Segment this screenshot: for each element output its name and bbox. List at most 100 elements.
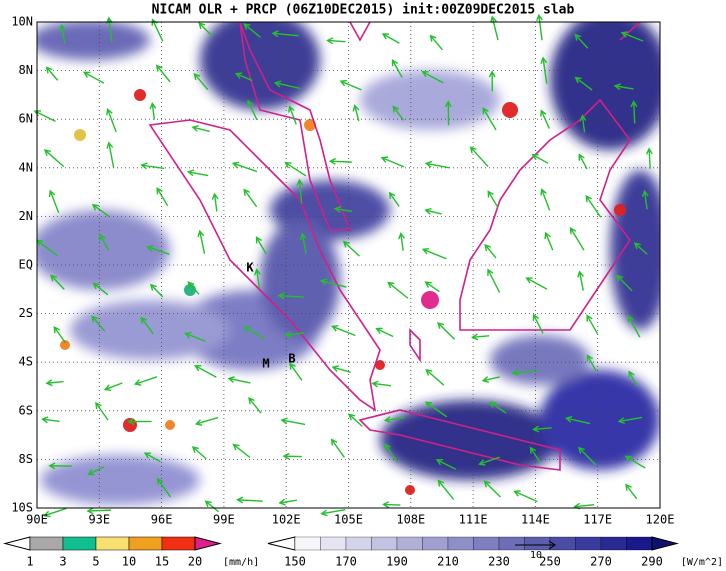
wind-arrow [384, 444, 399, 464]
wind-arrowhead [529, 446, 537, 454]
wind-arrow [272, 32, 299, 37]
lat-label: 8S [19, 452, 33, 466]
wind-arrow [92, 204, 110, 218]
wind-arrow [540, 110, 550, 129]
wind-arrowhead [204, 500, 212, 508]
wind-arrow [50, 275, 65, 290]
wind-arrowhead [155, 64, 163, 72]
wind-arrow [570, 227, 585, 251]
wind-arrow [192, 126, 210, 133]
wind-arrowhead [569, 226, 577, 235]
wind-arrow [472, 335, 490, 338]
colorbar-label: 20 [188, 555, 202, 569]
colorbar-label: 230 [488, 555, 510, 569]
wind-arrowhead [536, 13, 543, 22]
colorbar-segment [371, 536, 398, 551]
lon-label: 114E [521, 513, 550, 527]
colorbar-segment [128, 536, 163, 551]
lon-label: 90E [26, 513, 48, 527]
colorbar-segment [524, 536, 551, 551]
wind-arrow [482, 107, 497, 131]
wind-arrowhead [255, 236, 263, 244]
wind-arrow [156, 65, 171, 83]
wind-arrowhead [289, 362, 296, 370]
wind-arrowhead [197, 229, 205, 238]
wind-arrow [627, 315, 641, 338]
wind-arrowhead [227, 376, 235, 383]
wind-arrowhead [106, 141, 114, 149]
wind-arrowhead [282, 452, 290, 460]
wind-arrow [425, 369, 445, 386]
wind-arrowhead [574, 33, 582, 41]
wind-arrowhead [156, 187, 163, 195]
wind-arrow [400, 233, 404, 251]
colorbar-label: 10 [122, 555, 136, 569]
wind-arrowhead [391, 58, 399, 67]
wind-arrowhead [444, 100, 452, 108]
wind-arrowhead [429, 34, 437, 42]
wind-arrowhead [586, 314, 593, 322]
wind-arrow [586, 355, 597, 372]
reference-arrowhead [548, 540, 556, 550]
wind-arrowhead [53, 325, 61, 334]
wind-arrow [196, 416, 219, 425]
wind-arrow [376, 328, 394, 338]
wind-arrowhead [184, 332, 192, 339]
wind-arrow [574, 504, 595, 508]
wind-arrowhead [421, 247, 430, 255]
wind-arrowhead [616, 274, 624, 282]
colorbar-segment [294, 536, 321, 551]
wind-arrow [53, 326, 67, 344]
colorbar-segment [473, 536, 500, 551]
wind-arrowhead [191, 125, 199, 132]
wind-arrow [621, 32, 644, 42]
wind-arrowhead [641, 189, 649, 198]
wind-arrowhead [288, 105, 295, 113]
wind-arrowhead [531, 154, 539, 161]
lat-label: 10S [11, 501, 33, 515]
wind-arrowhead [193, 72, 201, 81]
wind-arrow [232, 162, 258, 173]
wind-arrowhead [469, 146, 477, 154]
wind-arrowhead [424, 160, 433, 168]
colorbar-segment [95, 536, 130, 551]
wind-arrow [348, 413, 363, 427]
wind-arrowhead [330, 438, 338, 446]
wind-arrowhead [532, 313, 539, 322]
colorbar-segment [549, 536, 576, 551]
wind-arrow [44, 149, 65, 168]
wind-arrow [185, 332, 206, 342]
wind-arrowhead [91, 315, 99, 323]
wind-arrow [529, 447, 541, 463]
wind-arrow [430, 35, 443, 51]
wind-arrow [484, 244, 497, 259]
wind-arrow [491, 16, 499, 41]
wind-arrow [279, 499, 298, 504]
wind-arrow [513, 370, 538, 374]
wind-arrow [99, 234, 110, 251]
lon-label: 105E [334, 513, 363, 527]
lat-label: EQ [19, 258, 33, 272]
wind-arrowhead [381, 33, 390, 40]
wind-arrow [470, 146, 489, 168]
wind-arrowhead [487, 268, 494, 276]
wind-arrowhead [133, 379, 142, 386]
wind-arrowhead [540, 56, 548, 64]
wind-arrow [193, 73, 209, 91]
colorbar-end [267, 536, 296, 551]
wind-arrow [616, 275, 633, 292]
wind-arrowhead [95, 401, 102, 410]
colorbar-segment [29, 536, 64, 551]
wind-arrowhead [348, 413, 356, 421]
wind-arrowhead [211, 192, 219, 200]
wind-arrowhead [333, 205, 342, 213]
wind-arrowhead [484, 243, 492, 252]
wind-arrowhead [574, 76, 582, 84]
wind-arrowhead [43, 149, 52, 156]
colorbars: 1 3 5 10 15 20 [mm/h] 150 170 190 210 230 250 270 290 [… [3, 536, 723, 569]
lon-label: 111E [459, 513, 488, 527]
wind-arrow [372, 382, 392, 387]
wind-arrowhead [481, 376, 490, 383]
